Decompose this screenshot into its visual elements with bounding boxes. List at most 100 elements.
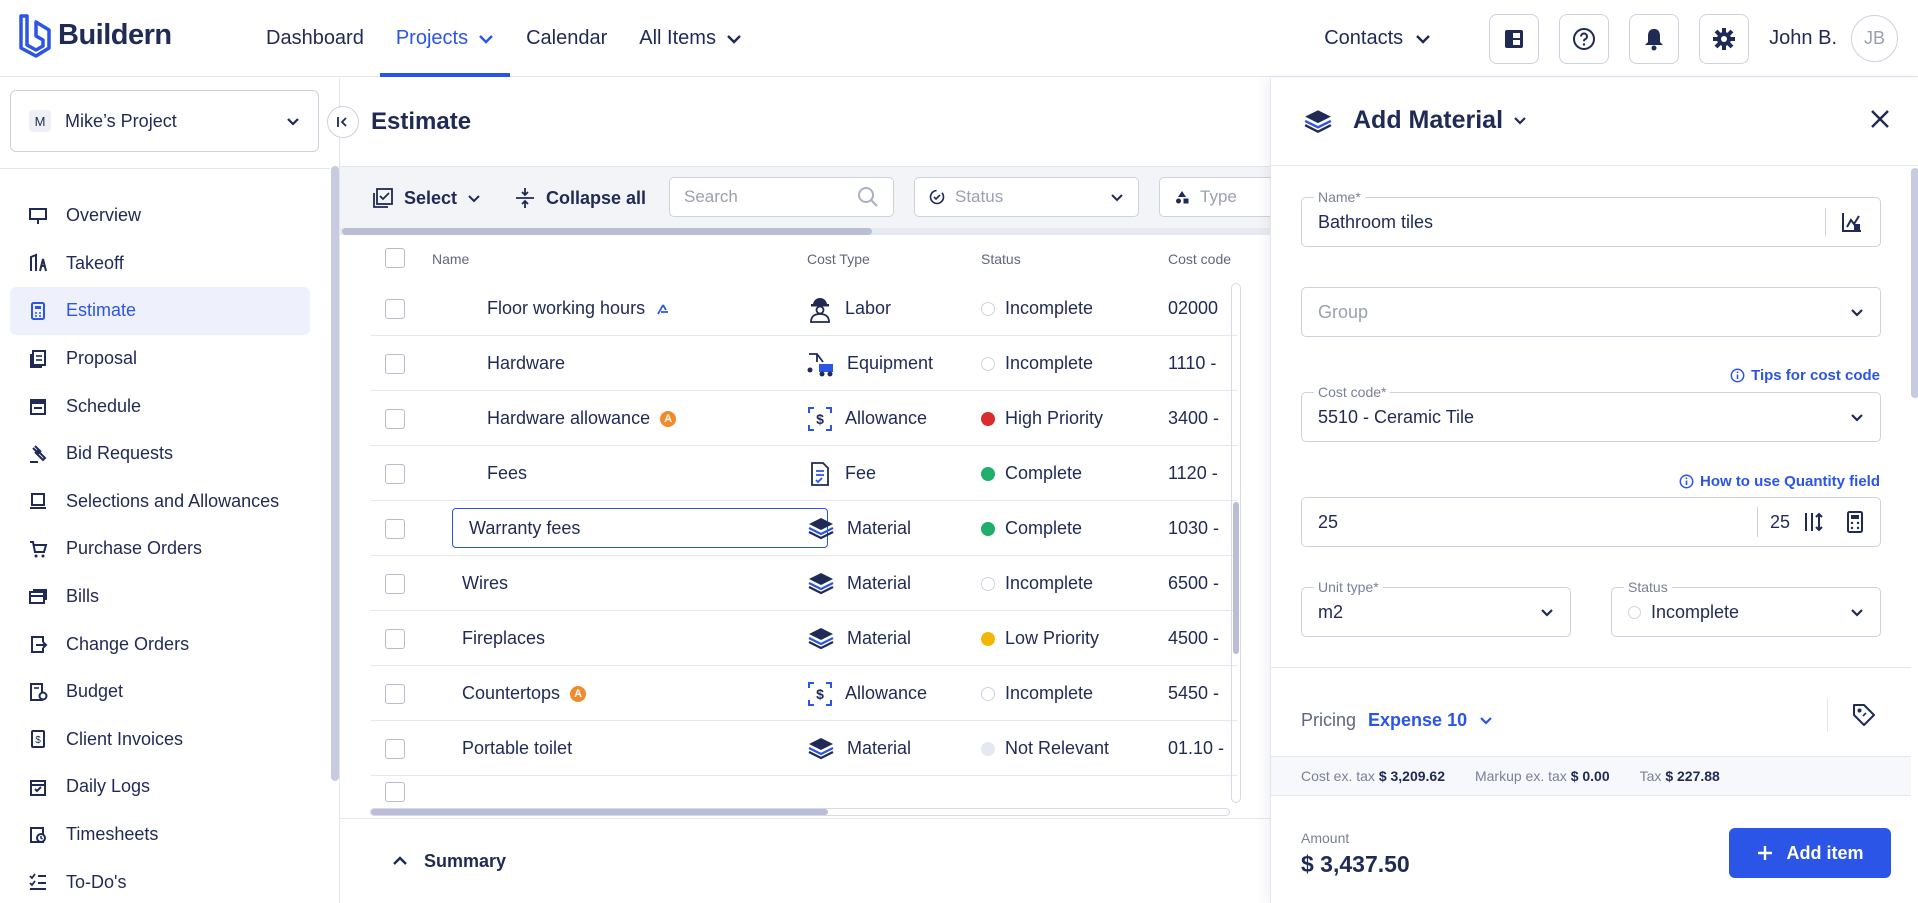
sidebar-item-client-invoices[interactable]: $ Client Invoices (10, 716, 310, 764)
avatar[interactable]: JB (1851, 15, 1898, 62)
project-selector[interactable]: M Mike’s Project (10, 90, 319, 152)
allowance-icon: $ (808, 406, 832, 431)
row-checkbox[interactable] (385, 353, 405, 374)
name-field[interactable]: Name* Bathroom tiles (1301, 189, 1881, 247)
quantity-help-link[interactable]: How to use Quantity field (1679, 473, 1880, 490)
table-row[interactable]: Floor working hours Labor Incomplete 020… (370, 281, 1238, 336)
row-checkbox[interactable] (385, 298, 405, 319)
row-checkbox[interactable] (385, 573, 405, 594)
summary-toggle[interactable]: Summary (340, 818, 1270, 903)
status-filter-label: Status (955, 187, 1004, 206)
row-cost-type: Fee (845, 463, 877, 483)
calculator-icon[interactable] (1846, 511, 1864, 533)
pricing-select[interactable]: Expense 10 (1368, 710, 1493, 731)
todo-list-icon (29, 873, 46, 891)
table-row[interactable]: Warranty fees Material Complete 1030 - (370, 501, 1238, 556)
search-input[interactable] (684, 187, 834, 207)
select-all-checkbox[interactable] (385, 248, 405, 268)
row-name: Floor working hours (487, 298, 646, 318)
nav-calendar[interactable]: Calendar (510, 0, 623, 77)
quantity-field[interactable]: 25 25 (1301, 497, 1881, 547)
sidebar-item-selections[interactable]: Selections and Allowances (10, 478, 310, 526)
sidebar-item-overview[interactable]: Overview (10, 192, 310, 240)
sidebar-menu: Overview Takeoff Estimate Proposal Sched… (10, 192, 310, 903)
row-checkbox[interactable] (385, 781, 405, 802)
sidebar-item-budget[interactable]: Budget (10, 668, 310, 716)
row-checkbox[interactable] (385, 518, 405, 539)
panel-scrollbar[interactable] (1911, 168, 1918, 398)
table-vertical-scrollbar[interactable] (1231, 283, 1241, 803)
chevron-down-icon (479, 34, 493, 44)
cost-code-tips-link[interactable]: Tips for cost code (1730, 367, 1880, 384)
panel-title-text: Add Material (1353, 106, 1504, 134)
help-button[interactable] (1559, 13, 1610, 64)
contacts-menu[interactable]: Contacts (1324, 27, 1431, 50)
select-button[interactable]: Select (372, 167, 481, 229)
add-item-button[interactable]: Add item (1729, 828, 1891, 878)
table-row[interactable]: Fireplaces Material Low Priority 4500 - (370, 611, 1238, 666)
table-row[interactable] (370, 776, 1238, 810)
chevron-up-icon (393, 856, 407, 865)
column-header-name[interactable]: Name (432, 251, 470, 267)
price-tag-icon[interactable] (1851, 702, 1877, 728)
quantity-help-text: How to use Quantity field (1699, 473, 1880, 490)
table-row[interactable]: Wires Material Incomplete 6500 - (370, 556, 1238, 611)
row-cost-type: Equipment (847, 353, 934, 373)
column-header-cost-code[interactable]: Cost code (1168, 251, 1232, 267)
layout-button[interactable] (1489, 13, 1540, 64)
row-name-edit-input[interactable]: Warranty fees (452, 508, 828, 548)
column-header-status[interactable]: Status (981, 251, 1021, 267)
type-filter-label: Type (1200, 187, 1237, 206)
sidebar-item-purchase-orders[interactable]: Purchase Orders (10, 525, 310, 573)
sidebar-item-schedule[interactable]: Schedule (10, 382, 310, 430)
row-checkbox[interactable] (385, 683, 405, 704)
collapse-all-button[interactable]: Collapse all (514, 167, 646, 229)
svg-text:$: $ (35, 735, 41, 746)
table-row[interactable]: Fees Fee Complete 1120 - (370, 446, 1238, 501)
nav-projects[interactable]: Projects (379, 0, 511, 77)
sidebar-item-timesheets[interactable]: Timesheets (10, 811, 310, 859)
row-cost-type: Allowance (845, 408, 928, 428)
row-cost-code: 02000 (1168, 298, 1219, 318)
column-header-cost-type[interactable]: Cost Type (807, 251, 870, 267)
project-badge: M (29, 110, 51, 132)
row-status: Incomplete (1005, 298, 1094, 318)
group-select[interactable]: Group (1301, 287, 1881, 337)
sidebar-item-proposal[interactable]: Proposal (10, 335, 310, 383)
nav-all-items[interactable]: All Items (623, 0, 758, 77)
table-row[interactable]: Hardware Equipment Incomplete 1110 - (370, 336, 1238, 391)
top-horizontal-scrollbar[interactable] (340, 228, 1270, 235)
cost-code-select[interactable]: Cost code* 5510 - Ceramic Tile (1301, 384, 1881, 442)
sidebar-item-estimate[interactable]: Estimate (10, 287, 310, 335)
sidebar-item-change-orders[interactable]: Change Orders (10, 620, 310, 668)
panel-title[interactable]: Add Material (1353, 106, 1527, 135)
status-select[interactable]: Status Incomplete (1611, 579, 1881, 637)
row-checkbox[interactable] (385, 738, 405, 759)
chevron-down-icon (1416, 34, 1431, 44)
pricing-label: Pricing (1301, 710, 1357, 730)
row-checkbox[interactable] (385, 628, 405, 649)
row-checkbox[interactable] (385, 408, 405, 429)
table-row[interactable]: Hardware allowance A $ Allowance High Pr… (370, 391, 1238, 446)
app-logo[interactable]: Buildern (18, 10, 172, 60)
sidebar-item-bills[interactable]: Bills (10, 573, 310, 621)
sidebar-item-todos[interactable]: To-Do's (10, 858, 310, 903)
table-horizontal-scrollbar[interactable] (370, 808, 1230, 816)
close-button[interactable] (1869, 108, 1891, 130)
sidebar-item-bid-requests[interactable]: Bid Requests (10, 430, 310, 478)
status-filter[interactable]: Status (914, 177, 1139, 217)
row-checkbox[interactable] (385, 463, 405, 484)
chevron-down-icon (727, 34, 741, 44)
notifications-button[interactable] (1629, 13, 1680, 64)
table-row[interactable]: Countertops A $ Allowance Incomplete 545… (370, 666, 1238, 721)
catalog-chart-icon[interactable] (1840, 210, 1864, 234)
unit-type-select[interactable]: Unit type* m2 (1301, 579, 1571, 637)
sidebar-scrollbar[interactable] (331, 166, 339, 781)
collapse-sidebar-button[interactable] (327, 106, 359, 138)
sidebar-item-daily-logs[interactable]: Daily Logs (10, 763, 310, 811)
sidebar-item-takeoff[interactable]: Takeoff (10, 240, 310, 288)
quantity-adjust-icon[interactable] (1804, 510, 1826, 534)
nav-dashboard[interactable]: Dashboard (250, 0, 380, 77)
table-row[interactable]: Portable toilet Material Not Relevant 01… (370, 721, 1238, 776)
settings-button[interactable] (1699, 13, 1750, 64)
